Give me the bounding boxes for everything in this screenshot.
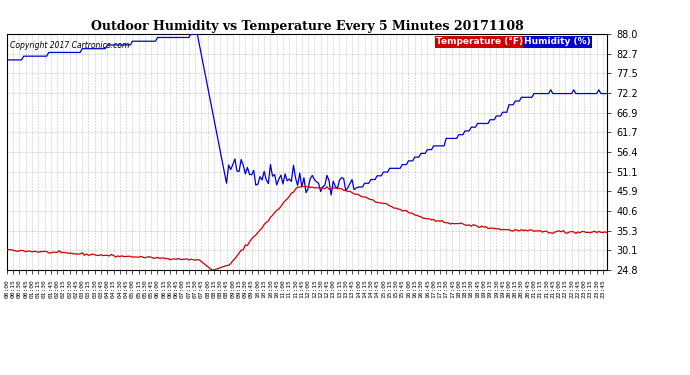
Text: Humidity (%): Humidity (%) bbox=[524, 37, 591, 46]
Title: Outdoor Humidity vs Temperature Every 5 Minutes 20171108: Outdoor Humidity vs Temperature Every 5 … bbox=[90, 20, 524, 33]
Text: Copyright 2017 Cartronics.com: Copyright 2017 Cartronics.com bbox=[10, 41, 129, 50]
Text: Temperature (°F): Temperature (°F) bbox=[436, 37, 523, 46]
